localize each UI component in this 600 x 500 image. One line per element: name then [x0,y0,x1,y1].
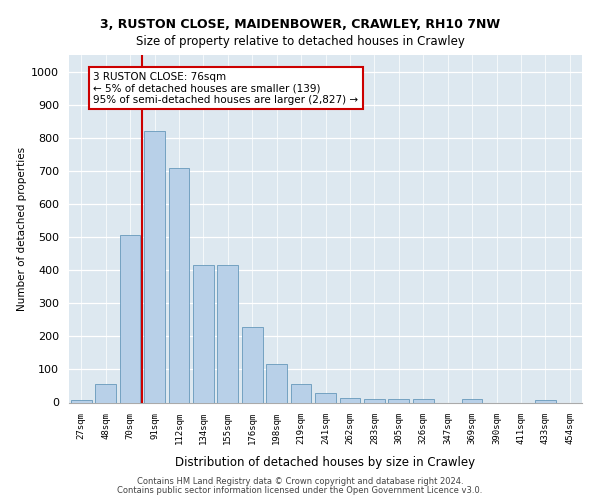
Y-axis label: Number of detached properties: Number of detached properties [17,146,27,311]
Text: Contains HM Land Registry data © Crown copyright and database right 2024.: Contains HM Land Registry data © Crown c… [137,477,463,486]
Bar [95,384,116,402]
Bar [266,364,287,403]
Text: Contains public sector information licensed under the Open Government Licence v3: Contains public sector information licen… [118,486,482,495]
Bar [169,168,190,402]
Bar [242,327,263,402]
Bar [461,399,482,402]
Bar [144,131,165,402]
X-axis label: Distribution of detached houses by size in Crawley: Distribution of detached houses by size … [175,456,476,468]
Text: Size of property relative to detached houses in Crawley: Size of property relative to detached ho… [136,35,464,48]
Bar [119,236,140,402]
Bar [315,392,336,402]
Bar [364,398,385,402]
Bar [413,399,434,402]
Text: 3, RUSTON CLOSE, MAIDENBOWER, CRAWLEY, RH10 7NW: 3, RUSTON CLOSE, MAIDENBOWER, CRAWLEY, R… [100,18,500,30]
Text: 3 RUSTON CLOSE: 76sqm
← 5% of detached houses are smaller (139)
95% of semi-deta: 3 RUSTON CLOSE: 76sqm ← 5% of detached h… [94,72,359,104]
Bar [71,400,92,402]
Bar [290,384,311,402]
Bar [217,265,238,402]
Bar [193,265,214,402]
Bar [535,400,556,402]
Bar [340,398,361,402]
Bar [388,398,409,402]
